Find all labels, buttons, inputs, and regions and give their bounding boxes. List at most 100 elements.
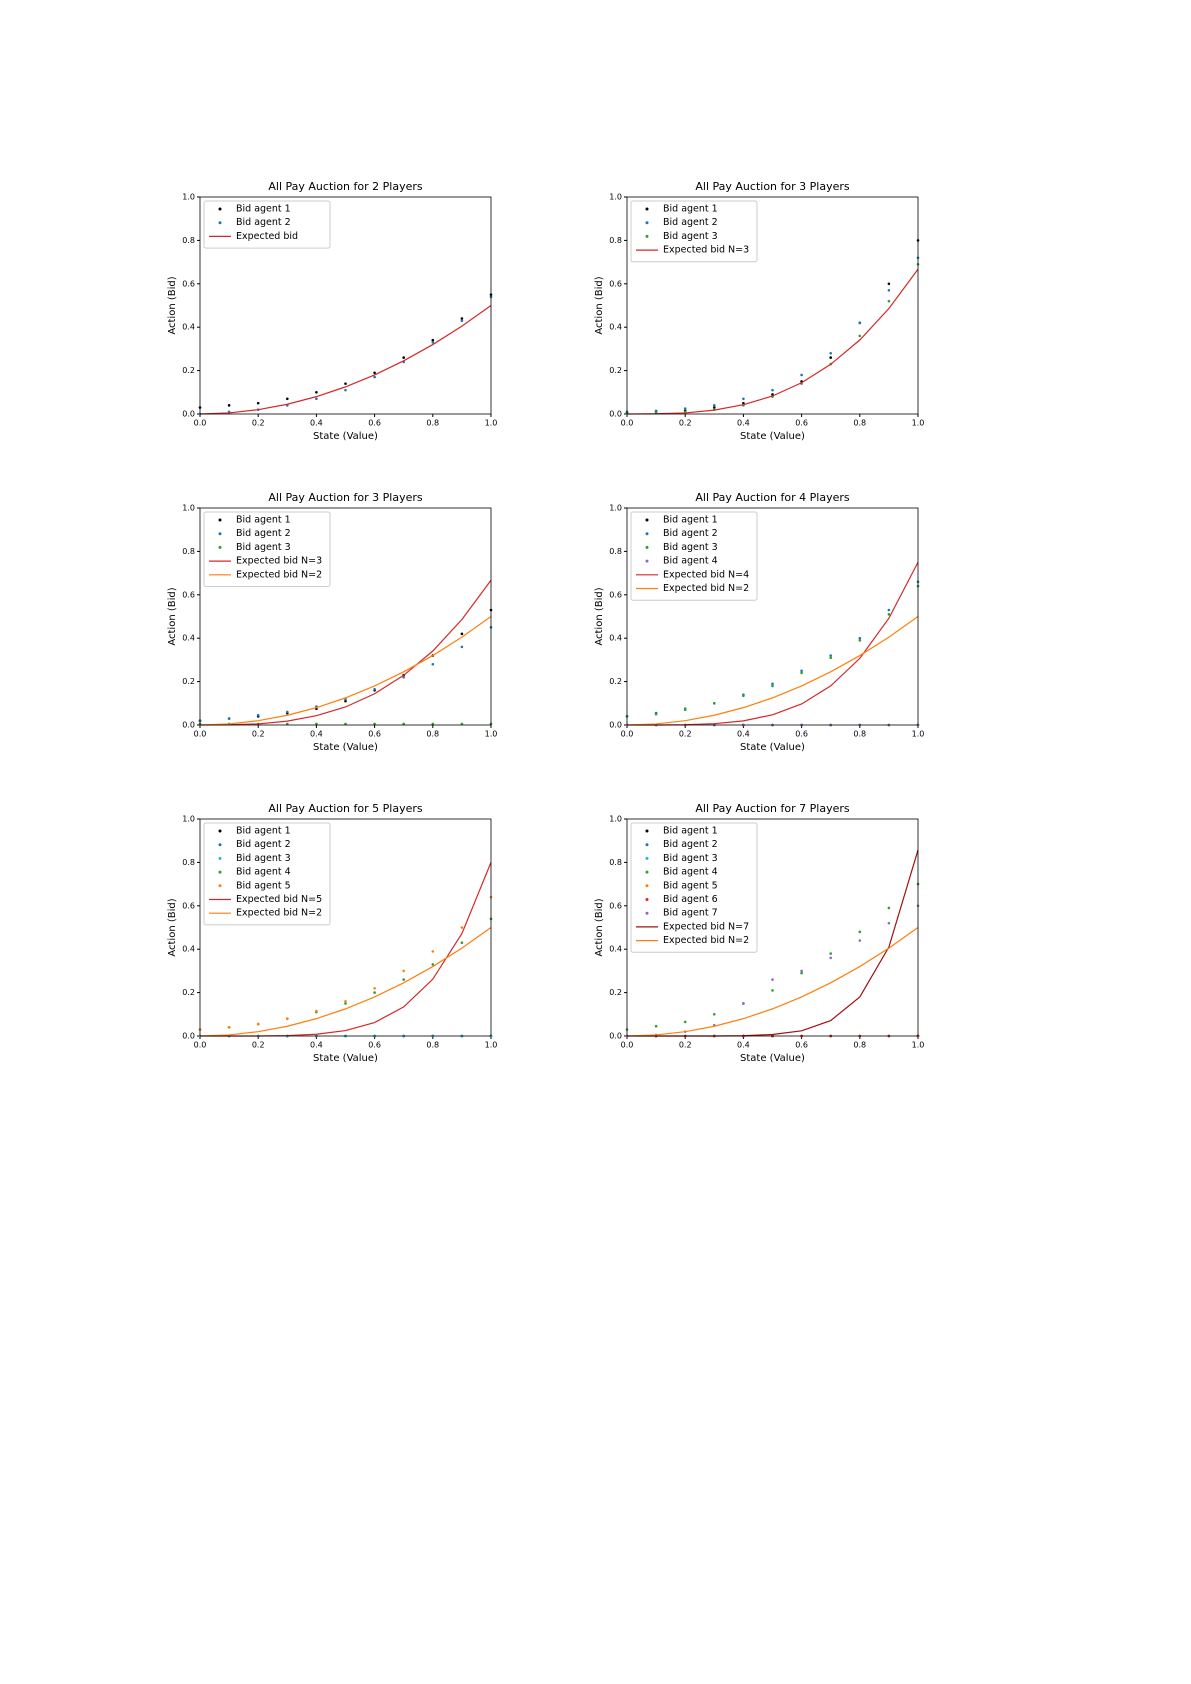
y-tick-label: 0.6 [609,901,622,910]
x-tick-label: 0.2 [252,1041,265,1050]
y-axis-label: Action (Bid) [167,276,178,334]
bid-point [713,702,716,705]
legend-label: Bid agent 3 [236,853,291,864]
bid-point [858,930,862,934]
chart-title: All Pay Auction for 4 Players [695,491,849,504]
legend-label: Bid agent 4 [663,556,718,567]
y-tick-label: 0.2 [609,677,622,686]
bid-point [887,608,891,612]
legend-box [630,822,758,953]
bid-point [858,939,862,942]
expected-line [626,268,919,415]
x-tick-label: 0.8 [426,1041,439,1050]
x-tick-label: 0.2 [679,1041,692,1050]
x-tick-label: 0.4 [310,730,323,739]
bid-point [344,722,347,726]
bid-point [227,717,231,720]
legend-label: Bid agent 3 [663,542,718,553]
x-tick-label: 0.6 [795,730,808,739]
legend-label: Bid agent 6 [663,894,718,905]
bid-point [887,921,891,925]
legend-dot [645,559,649,563]
legend-dot [645,870,649,874]
bid-point [887,289,891,292]
bid-point [227,1026,231,1029]
bid-point [315,1009,318,1013]
bid-point [460,941,464,944]
x-tick-label: 0.8 [426,730,439,739]
bid-point [829,351,832,355]
x-axis-label: State (Value) [313,742,378,753]
legend-box [203,822,331,926]
legend-dot [218,829,222,833]
y-tick-label: 0.4 [182,634,195,643]
legend-label: Expected bid N=3 [236,556,322,567]
legend-label: Bid agent 5 [663,880,718,891]
x-tick-label: 0.0 [621,419,634,428]
bid-point [315,391,318,394]
bid-point [373,991,376,994]
y-tick-label: 0.4 [609,323,622,332]
chart-title: All Pay Auction for 3 Players [268,491,422,504]
y-axis-label: Action (Bid) [167,898,178,956]
legend-dot [645,898,649,901]
bid-point [771,989,774,992]
legend-dot [645,207,649,211]
bid-point [887,282,891,286]
expected-line [199,579,492,726]
bid-point [858,639,862,642]
x-tick-label: 0.2 [252,730,265,739]
bid-point [227,404,231,407]
bid-point [887,299,891,303]
chart: All Pay Auction for 5 Players State (Valu… [167,802,497,1064]
x-tick-label: 0.8 [853,1041,866,1050]
y-axis-label: Action (Bid) [594,587,605,645]
legend-label: Bid agent 4 [236,867,291,878]
expected-line [626,616,919,726]
bid-point [829,656,832,660]
x-tick-label: 0.0 [621,1041,634,1050]
chart: All Pay Auction for 2 Players State (Valu… [167,180,497,442]
x-axis-label: State (Value) [313,431,378,442]
bid-point [460,926,464,929]
bid-point [829,356,832,359]
y-tick-label: 0.6 [182,590,195,599]
legend-label: Expected bid N=5 [236,894,322,905]
y-axis-label: Action (Bid) [594,276,605,334]
chart: All Pay Auction for 4 Players State (Valu… [594,491,924,753]
bid-point [683,407,687,410]
plot-frame [199,818,492,1037]
bid-point [402,978,406,981]
x-tick-label: 0.4 [737,730,750,739]
legend-dot [218,843,222,847]
legend-dot [645,532,649,536]
legend-box [630,200,758,263]
chart: All Pay Auction for 7 Players State (Valu… [594,802,924,1064]
bid-point [344,382,347,385]
chart-title: All Pay Auction for 7 Players [695,802,849,815]
legend-dot [218,221,222,225]
bid-point [800,669,803,673]
x-tick-label: 1.0 [485,1041,498,1050]
y-tick-label: 0.0 [182,1032,195,1041]
bid-point [654,712,658,716]
legend-dot [645,884,649,888]
legend-dot [218,518,222,522]
bid-point [742,397,745,401]
y-tick-label: 0.6 [609,590,622,599]
expected-line [626,927,919,1037]
bid-point [373,722,376,726]
bid-point [742,694,745,698]
legend-label: Expected bid [236,231,298,242]
y-tick-label: 0.6 [609,279,622,288]
legend-label: Expected bid N=2 [663,935,749,946]
bid-point [800,971,803,975]
bid-point [713,406,716,409]
bid-point [431,341,435,344]
chart-title: All Pay Auction for 2 Players [268,180,422,193]
bid-point [286,722,289,726]
legend-label: Expected bid N=7 [663,921,749,932]
expected-line [199,927,492,1037]
legend-label: Bid agent 2 [236,839,291,850]
